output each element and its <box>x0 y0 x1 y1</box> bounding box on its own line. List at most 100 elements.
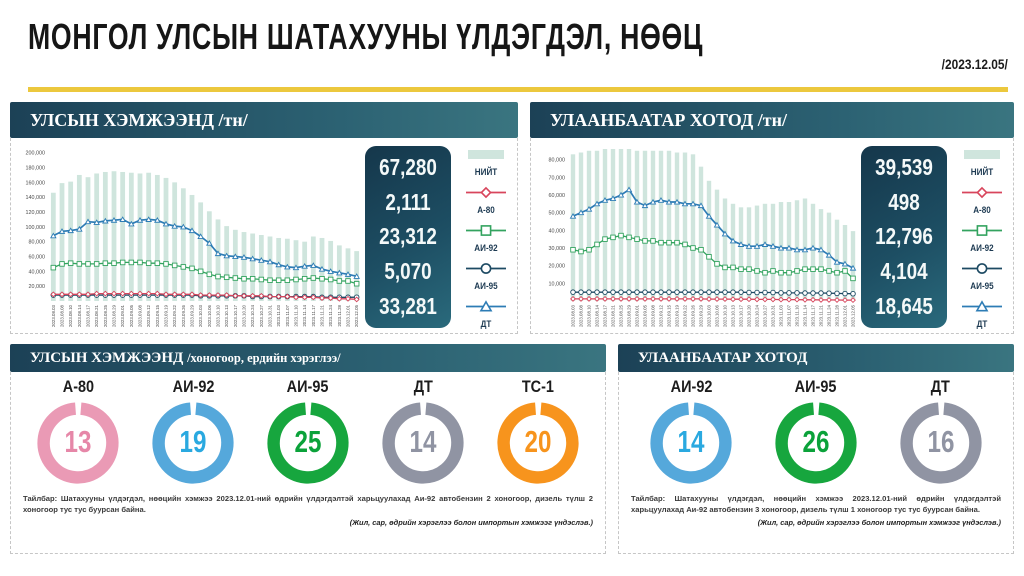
svg-text:2023.09.26: 2023.09.26 <box>691 304 696 327</box>
svg-text:180,000: 180,000 <box>26 166 46 172</box>
square-marker-icon <box>466 225 506 236</box>
svg-text:2023.08.21: 2023.08.21 <box>611 304 616 327</box>
legend-label: НИЙТ <box>970 167 994 177</box>
svg-text:2023.08.25: 2023.08.25 <box>619 304 624 327</box>
legend-label: АИ-95 <box>970 281 994 291</box>
svg-text:2023.09.19: 2023.09.19 <box>164 304 169 327</box>
svg-text:2023.11.21: 2023.11.21 <box>819 304 824 326</box>
fuel-days-stat-ДТ: ДТ 14 <box>369 376 477 486</box>
svg-text:2023.10.24: 2023.10.24 <box>250 304 255 327</box>
panel-ub-days-title: УЛААНБААТАР ХОТОД <box>618 344 1014 372</box>
ring-gauge-icon <box>775 402 857 484</box>
svg-text:2023.08.17: 2023.08.17 <box>603 304 608 327</box>
svg-text:2023.12.01: 2023.12.01 <box>843 304 848 327</box>
svg-text:2023.11.14: 2023.11.14 <box>803 304 808 326</box>
fuel-type-label: А-80 <box>62 377 95 396</box>
diamond-marker-icon <box>466 186 506 199</box>
panel-ub-tonnes: УЛААНБААТАР ХОТОД /тн/ 10,000 20,000 30,00… <box>530 102 1014 334</box>
days-value: 26 <box>802 424 830 459</box>
panel-national-tonnes-title: УЛСЫН ХЭМЖЭЭНД /тн/ <box>10 102 518 138</box>
svg-text:2023.09.12: 2023.09.12 <box>146 304 151 327</box>
report-header: МОНГОЛ УЛСЫН ШАТАХУУНЫ ҮЛДЭГДЭЛ, НӨӨЦ /2… <box>0 0 1024 92</box>
svg-text:70,000: 70,000 <box>549 175 566 181</box>
panel-subtitle-text: /хоногоор, ердийн хэрэглээ/ <box>187 351 341 365</box>
national-days-note: Тайлбар: Шатахууны үлдэгдэл, нөөцийн хэм… <box>23 494 593 514</box>
svg-text:40,000: 40,000 <box>29 269 46 275</box>
svg-text:2023.10.20: 2023.10.20 <box>747 304 752 327</box>
days-value: 13 <box>64 424 92 459</box>
bar-marker-icon <box>468 150 504 159</box>
ring-gauge-icon <box>267 402 349 484</box>
chart-legend: НИЙТ А-80 АИ-92 АИ-95 ДТ <box>459 146 513 333</box>
svg-text:2023.10.27: 2023.10.27 <box>763 304 768 327</box>
days-ring: 26 <box>773 400 859 486</box>
svg-text:120,000: 120,000 <box>26 210 46 216</box>
svg-text:2023.11.03: 2023.11.03 <box>779 304 784 326</box>
legend-label: ДТ <box>976 319 988 329</box>
ub-stock-chart: 10,000 20,000 30,000 40,000 50,000 60,000 70,0… <box>549 149 857 327</box>
svg-text:2023.10.03: 2023.10.03 <box>707 304 712 327</box>
legend-item-ДТ: ДТ <box>955 299 1009 329</box>
days-ring: 16 <box>898 400 984 486</box>
svg-text:2023.09.29: 2023.09.29 <box>699 304 704 327</box>
legend-label: АИ-92 <box>970 243 994 253</box>
legend-item-НИЙТ: НИЙТ <box>459 147 513 177</box>
panel-national-tonnes: УЛСЫН ХЭМЖЭЭНД /тн/ 20,000 40,000 60,000 80… <box>10 102 518 334</box>
svg-text:2023.11.10: 2023.11.10 <box>795 304 800 326</box>
svg-text:2023.10.06: 2023.10.06 <box>715 304 720 327</box>
svg-text:2023.09.08: 2023.09.08 <box>138 304 143 327</box>
page-title: МОНГОЛ УЛСЫН ШАТАХУУНЫ ҮЛДЭГДЭЛ, НӨӨЦ <box>28 16 704 57</box>
days-ring: 14 <box>648 400 734 486</box>
days-ring: 25 <box>265 400 351 486</box>
bottom-row: УЛСЫН ХЭМЖЭЭНД /хоногоор, ердийн хэрэглэ… <box>10 344 1014 554</box>
ring-gauge-icon <box>382 402 464 484</box>
svg-text:2023.08.29: 2023.08.29 <box>627 304 632 327</box>
svg-text:2023.10.06: 2023.10.06 <box>207 304 212 327</box>
ring-gauge-icon <box>650 402 732 484</box>
svg-text:2023.09.01: 2023.09.01 <box>120 304 125 327</box>
svg-text:2023.08.08: 2023.08.08 <box>60 304 65 327</box>
legend-item-АИ-92: АИ-92 <box>955 223 1009 253</box>
svg-text:20,000: 20,000 <box>29 284 46 290</box>
svg-text:20,000: 20,000 <box>549 264 566 270</box>
svg-text:2023.09.05: 2023.09.05 <box>129 304 134 327</box>
triangle-marker-icon <box>466 300 506 312</box>
fuel-days-stat-АИ-95: АИ-95 25 <box>254 376 362 486</box>
svg-text:2023.12.05: 2023.12.05 <box>354 304 359 327</box>
svg-text:2023.09.26: 2023.09.26 <box>181 304 186 327</box>
svg-text:2023.09.22: 2023.09.22 <box>683 304 688 327</box>
svg-text:2023.11.17: 2023.11.17 <box>311 304 316 326</box>
svg-text:2023.08.29: 2023.08.29 <box>112 304 117 327</box>
legend-label: АИ-92 <box>474 243 498 253</box>
fuel-days-stat-АИ-95: АИ-95 26 <box>762 376 870 486</box>
svg-text:2023.11.21: 2023.11.21 <box>320 304 325 326</box>
ub-days-note: Тайлбар: Шатахууны үлдэгдэл, нөөцийн хэм… <box>631 494 1001 514</box>
ub-days-rings: АИ-92 14 АИ-95 26 ДТ 16 <box>629 376 1003 486</box>
fuel-days-stat-ТС-1: ТС-1 20 <box>484 376 592 486</box>
svg-text:100,000: 100,000 <box>26 225 46 231</box>
ub-dt-value: 18,645 <box>875 293 933 320</box>
svg-text:2023.12.05: 2023.12.05 <box>851 304 856 327</box>
fuel-type-label: АИ-95 <box>795 377 837 396</box>
chart-legend: НИЙТ А-80 АИ-92 АИ-95 ДТ <box>955 146 1009 333</box>
panel-title-text: УЛААНБААТАР ХОТОД <box>638 350 808 366</box>
fuel-days-stat-ДТ: ДТ 16 <box>887 376 995 486</box>
square-marker-icon <box>962 225 1002 236</box>
legend-item-АИ-92: АИ-92 <box>459 223 513 253</box>
fuel-type-label: ТС-1 <box>521 377 554 396</box>
panel-national-days-title: УЛСЫН ХЭМЖЭЭНД /хоногоор, ердийн хэрэглэ… <box>10 344 606 372</box>
svg-text:2023.09.01: 2023.09.01 <box>635 304 640 327</box>
national-a80-value: 2,111 <box>385 188 431 215</box>
svg-text:2023.10.24: 2023.10.24 <box>755 304 760 327</box>
fuel-days-stat-А-80: А-80 13 <box>24 376 132 486</box>
legend-label: АИ-95 <box>474 281 498 291</box>
svg-text:140,000: 140,000 <box>26 195 46 201</box>
days-value: 20 <box>524 424 552 459</box>
svg-text:2023.11.24: 2023.11.24 <box>827 304 832 326</box>
fuel-type-label: АИ-95 <box>287 377 329 396</box>
svg-text:50,000: 50,000 <box>549 211 566 217</box>
ub-days-source: (Жил, сар, өдрийн хэрэглээ болон импорты… <box>757 518 1001 527</box>
svg-text:80,000: 80,000 <box>549 158 566 164</box>
days-ring: 14 <box>380 400 466 486</box>
svg-text:2023.08.10: 2023.08.10 <box>68 304 73 327</box>
